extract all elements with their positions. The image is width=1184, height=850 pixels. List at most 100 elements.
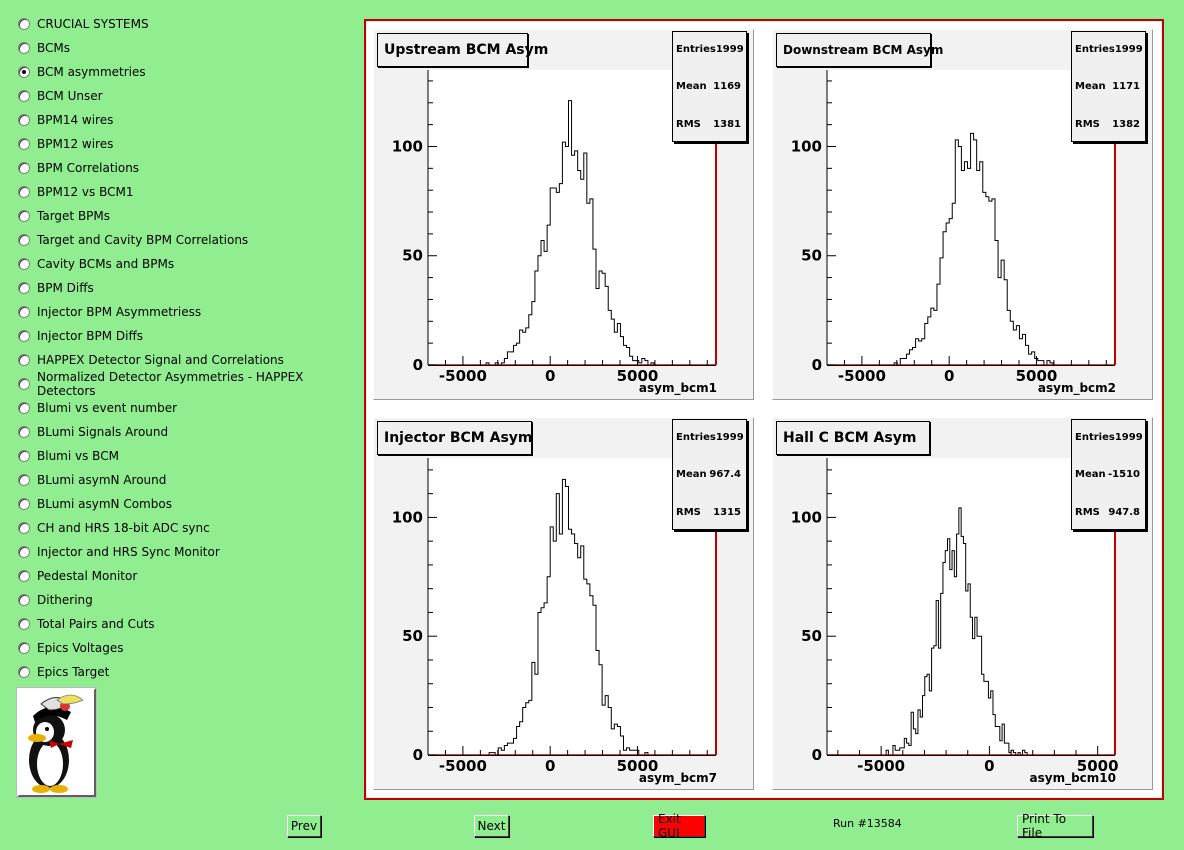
radio-icon[interactable] (18, 378, 30, 390)
radio-icon[interactable] (18, 114, 30, 126)
page-option[interactable]: Injector BPM Asymmetriess (18, 300, 358, 324)
x-tick-label: 5000 (617, 757, 659, 775)
y-tick-label: 100 (392, 508, 423, 526)
radio-icon[interactable] (18, 306, 30, 318)
page-option[interactable]: BLumi asymN Combos (18, 492, 358, 516)
histogram-title: Upstream BCM Asym (377, 33, 548, 67)
page-option[interactable]: BPM Diffs (18, 276, 358, 300)
y-tick-label: 0 (413, 746, 423, 764)
plot-frame (428, 458, 716, 755)
radio-icon[interactable] (18, 138, 30, 150)
page-option[interactable]: CH and HRS 18-bit ADC sync (18, 516, 358, 540)
penguin-logo (16, 687, 97, 798)
radio-icon[interactable] (18, 522, 30, 534)
radio-icon[interactable] (18, 330, 30, 342)
x-tick-label: 0 (545, 757, 555, 775)
page-selector-list: CRUCIAL SYSTEMS BCMs BCM asymmetries BCM Un… (18, 12, 358, 684)
page-option[interactable]: BCM asymmetries (18, 60, 358, 84)
page-option[interactable]: Total Pairs and Cuts (18, 612, 358, 636)
y-tick-label: 100 (791, 137, 822, 155)
radio-icon[interactable] (18, 402, 30, 414)
y-tick-label: 50 (402, 627, 423, 645)
radio-icon[interactable] (18, 642, 30, 654)
stats-value: 1171 (1112, 81, 1140, 92)
page-option-label: Injector BPM Asymmetriess (37, 305, 202, 319)
stats-key: Mean (1075, 81, 1106, 92)
radio-icon[interactable] (18, 210, 30, 222)
prev-button[interactable]: Prev (287, 815, 321, 837)
radio-icon[interactable] (18, 354, 30, 366)
page-option[interactable]: Pedestal Monitor (18, 564, 358, 588)
radio-icon[interactable] (18, 618, 30, 630)
page-option[interactable]: BLumi Signals Around (18, 420, 358, 444)
radio-icon[interactable] (18, 450, 30, 462)
page-option[interactable]: Normalized Detector Asymmetries - HAPPEX… (18, 370, 358, 398)
histogram-title: Hall C BCM Asym (776, 421, 930, 455)
page-option-label: Cavity BCMs and BPMs (37, 257, 175, 271)
page-option-label: BCMs (37, 41, 71, 55)
stats-row: Entries 1999 (676, 432, 744, 443)
radio-icon[interactable] (18, 282, 30, 294)
radio-icon[interactable] (18, 258, 30, 270)
radio-icon[interactable] (18, 594, 30, 606)
penguin-icon (28, 694, 84, 793)
exit-gui-button[interactable]: Exit GUI (653, 812, 705, 840)
page-option-label: Injector BPM Diffs (37, 329, 143, 343)
page-option[interactable]: Blumi vs BCM (18, 444, 358, 468)
radio-icon[interactable] (18, 18, 30, 30)
page-option-label: Dithering (37, 593, 93, 607)
stats-value: 1382 (1112, 119, 1140, 130)
page-option[interactable]: Epics Target (18, 660, 358, 684)
page-option[interactable]: HAPPEX Detector Signal and Correlations (18, 348, 358, 372)
radio-icon[interactable] (18, 570, 30, 582)
radio-icon[interactable] (18, 474, 30, 486)
radio-icon[interactable] (18, 90, 30, 102)
stats-row: Mean 967.4 (676, 469, 741, 480)
radio-icon[interactable] (18, 42, 30, 54)
page-option[interactable]: Injector BPM Diffs (18, 324, 358, 348)
page-option[interactable]: Epics Voltages (18, 636, 358, 660)
next-button[interactable]: Next (474, 815, 509, 837)
page-option[interactable]: BPM Correlations (18, 156, 358, 180)
page-option[interactable]: Blumi vs event number (18, 396, 358, 420)
page-option-label: BLumi asymN Combos (37, 497, 172, 511)
page-option[interactable]: Target BPMs (18, 204, 358, 228)
radio-icon[interactable] (18, 186, 30, 198)
page-option[interactable]: Cavity BCMs and BPMs (18, 252, 358, 276)
page-option[interactable]: BPM12 wires (18, 132, 358, 156)
radio-icon[interactable] (18, 162, 30, 174)
histogram-title: Downstream BCM Asym (776, 33, 943, 67)
print-to-file-button[interactable]: Print To File (1017, 812, 1093, 840)
y-tick-label: 50 (402, 247, 423, 265)
x-tick-label: 0 (984, 757, 994, 775)
page-option-label: HAPPEX Detector Signal and Correlations (37, 353, 284, 367)
page-option[interactable]: BLumi asymN Around (18, 468, 358, 492)
page-option[interactable]: BCMs (18, 36, 358, 60)
x-tick-label: -5000 (857, 757, 905, 775)
page-option-label: Target BPMs (37, 209, 111, 223)
stats-value: 1999 (715, 44, 744, 55)
y-tick-label: 0 (812, 746, 822, 764)
page-option[interactable]: BPM12 vs BCM1 (18, 180, 358, 204)
radio-selected-icon[interactable] (18, 66, 30, 78)
x-tick-label: 5000 (1016, 367, 1058, 385)
page-option-label: BCM asymmetries (37, 65, 146, 79)
histogram-pad: 0 50 100 -5000 0 5000 Upstream BCM Asym Entries… (373, 29, 754, 400)
page-option[interactable]: Dithering (18, 588, 358, 612)
page-option[interactable]: BPM14 wires (18, 108, 358, 132)
plot-frame (827, 458, 1115, 755)
page-option[interactable]: Injector and HRS Sync Monitor (18, 540, 358, 564)
page-option[interactable]: BCM Unser (18, 84, 358, 108)
radio-icon[interactable] (18, 426, 30, 438)
page-option[interactable]: CRUCIAL SYSTEMS (18, 12, 358, 36)
radio-icon[interactable] (18, 546, 30, 558)
radio-icon[interactable] (18, 666, 30, 678)
radio-icon[interactable] (18, 234, 30, 246)
stats-value: 947.8 (1108, 507, 1140, 518)
y-tick-label: 50 (801, 627, 822, 645)
page-option[interactable]: Target and Cavity BPM Correlations (18, 228, 358, 252)
x-axis-label: asym_bcm10 (1029, 771, 1116, 785)
stats-value: 967.4 (709, 469, 741, 480)
radio-icon[interactable] (18, 498, 30, 510)
page-option-label: BPM Diffs (37, 281, 94, 295)
